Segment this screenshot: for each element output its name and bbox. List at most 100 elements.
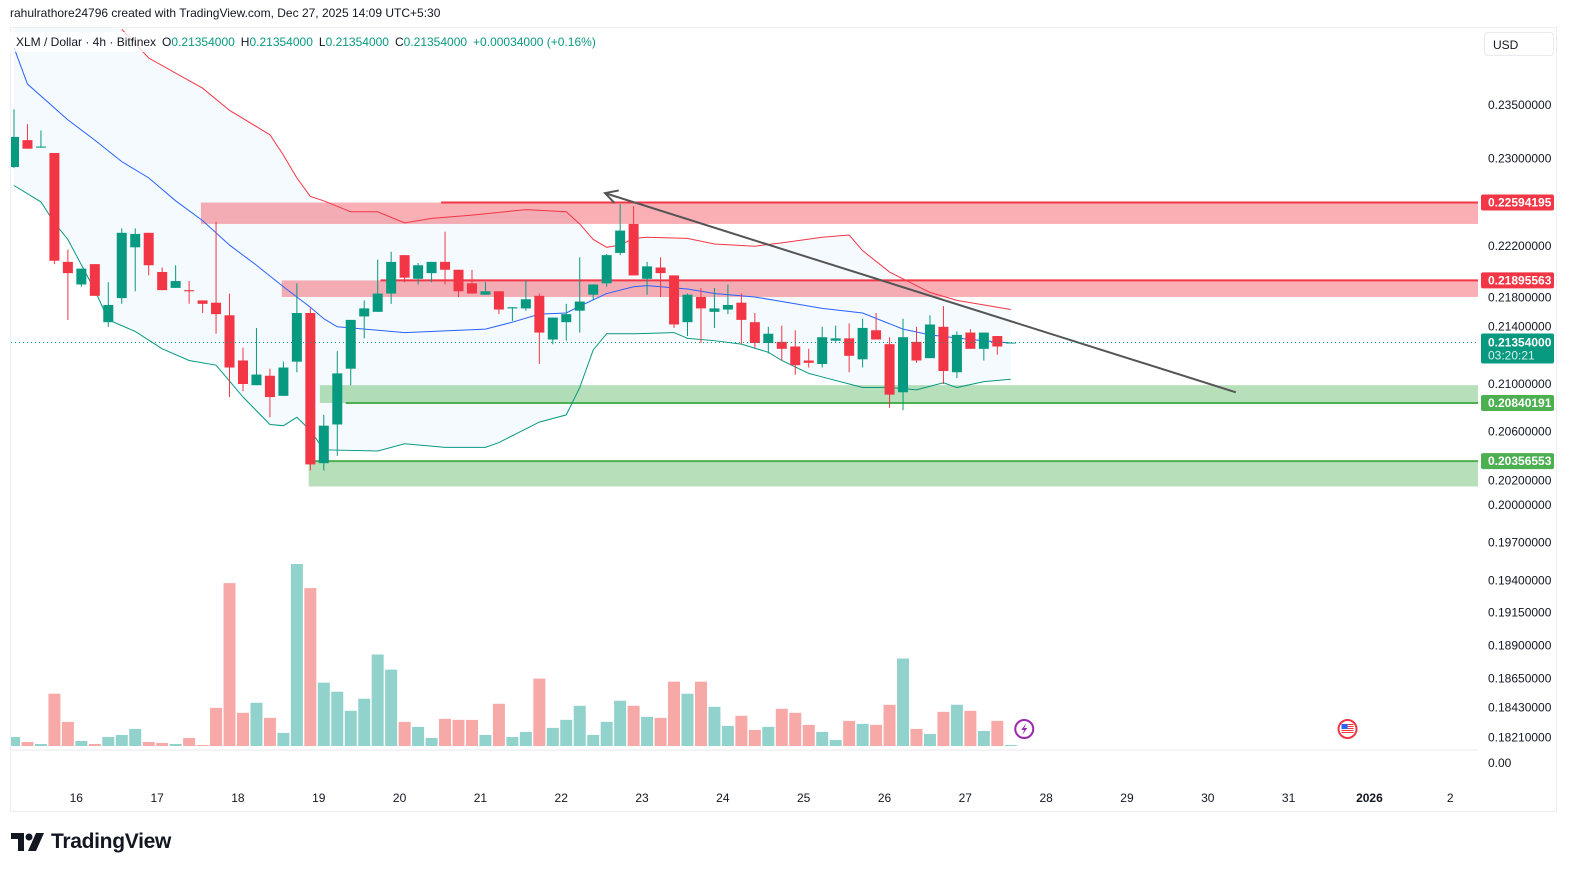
candle[interactable] <box>426 261 437 283</box>
candle[interactable] <box>386 251 397 304</box>
candle[interactable] <box>749 312 760 348</box>
candle[interactable] <box>547 317 558 345</box>
candle-body <box>601 255 612 284</box>
candle[interactable] <box>251 327 262 386</box>
candle[interactable] <box>399 255 410 283</box>
lightning-event-icon[interactable] <box>1014 719 1035 739</box>
candle[interactable] <box>170 265 181 288</box>
candle[interactable] <box>197 300 208 313</box>
candle[interactable] <box>736 293 747 345</box>
candle[interactable] <box>669 275 680 328</box>
candle[interactable] <box>49 153 60 265</box>
candle[interactable] <box>898 318 909 411</box>
symbol-title[interactable]: XLM / Dollar · 4h · Bitfinex <box>16 35 157 49</box>
candle[interactable] <box>440 231 451 285</box>
candle[interactable] <box>291 283 302 373</box>
support-zone[interactable] <box>308 461 1478 487</box>
candle[interactable] <box>143 232 154 276</box>
candle[interactable] <box>871 312 882 340</box>
candle[interactable] <box>615 204 626 256</box>
candle[interactable] <box>224 293 235 398</box>
volume-bar <box>627 705 640 746</box>
volume-bar <box>48 693 61 746</box>
candle[interactable] <box>655 257 666 297</box>
candle[interactable] <box>776 325 787 361</box>
support-zone[interactable] <box>319 385 1478 403</box>
candle[interactable] <box>76 268 87 287</box>
candle[interactable] <box>480 282 491 295</box>
volume-bar <box>668 681 681 746</box>
candle[interactable] <box>345 319 356 386</box>
candle[interactable] <box>264 368 275 418</box>
candle[interactable] <box>493 291 504 315</box>
candle[interactable] <box>211 221 222 334</box>
candle[interactable] <box>305 308 316 471</box>
candle[interactable] <box>938 306 949 384</box>
candle[interactable] <box>507 307 518 322</box>
price-axis[interactable]: 0.23500000 0.23000000 0.22200000 0.21800000… <box>1488 98 1552 770</box>
candle[interactable] <box>116 228 127 304</box>
candle[interactable] <box>642 261 653 295</box>
candle[interactable] <box>130 228 141 292</box>
candle[interactable] <box>884 337 895 408</box>
candle[interactable] <box>103 282 114 327</box>
volume-bar <box>290 564 303 746</box>
candle[interactable] <box>466 269 477 294</box>
candle[interactable] <box>790 330 801 375</box>
open-label: O <box>162 35 172 49</box>
candle[interactable] <box>372 259 383 312</box>
candle[interactable] <box>830 325 841 342</box>
candle[interactable] <box>763 326 774 354</box>
candle[interactable] <box>588 284 599 301</box>
candle[interactable] <box>453 269 464 297</box>
candle[interactable] <box>844 323 855 373</box>
resistance-zone[interactable] <box>281 280 1478 297</box>
candle[interactable] <box>722 284 733 315</box>
candle[interactable] <box>184 281 195 304</box>
candle[interactable] <box>992 336 1003 355</box>
candle[interactable] <box>574 257 585 333</box>
candle[interactable] <box>803 348 814 368</box>
candle[interactable] <box>601 254 612 287</box>
candle[interactable] <box>62 249 73 320</box>
candle[interactable] <box>817 326 828 368</box>
us-flag-event-icon[interactable] <box>1337 719 1358 739</box>
candle[interactable] <box>359 300 370 339</box>
volume-bar <box>587 734 600 746</box>
candle[interactable] <box>89 264 100 296</box>
candle[interactable] <box>924 315 935 359</box>
trend-line[interactable] <box>604 192 1237 394</box>
volume-bar <box>923 733 936 746</box>
candle[interactable] <box>857 318 868 368</box>
candle[interactable] <box>695 287 706 344</box>
candle[interactable] <box>413 263 424 285</box>
candle[interactable] <box>35 130 46 148</box>
candle[interactable] <box>561 303 572 341</box>
candle[interactable] <box>534 293 545 365</box>
time-axis-tick: 16 <box>70 791 84 805</box>
candle[interactable] <box>278 361 289 396</box>
candle[interactable] <box>332 351 343 456</box>
candle[interactable] <box>22 124 33 149</box>
time-axis[interactable]: 16 17 18 19 20 21 22 23 24 25 26 27 28 29 30 31 2026 2 <box>70 791 1454 805</box>
resistance-zone[interactable] <box>200 202 1478 224</box>
currency-button[interactable]: USD <box>1484 32 1554 56</box>
candle[interactable] <box>911 326 922 363</box>
candle[interactable] <box>709 287 720 328</box>
candle[interactable] <box>9 109 19 169</box>
candle[interactable] <box>978 332 989 361</box>
candle[interactable] <box>682 293 693 337</box>
candle[interactable] <box>520 279 531 311</box>
candle[interactable] <box>318 414 329 471</box>
candle[interactable] <box>157 267 168 291</box>
candle[interactable] <box>628 206 639 276</box>
volume-bar <box>910 728 923 746</box>
volume-bar <box>654 717 667 746</box>
candle[interactable] <box>237 347 248 392</box>
candle[interactable] <box>951 331 962 379</box>
candle[interactable] <box>965 329 976 349</box>
candle-body <box>763 333 774 344</box>
chart-pane <box>9 28 1478 746</box>
candle[interactable] <box>1005 342 1016 344</box>
